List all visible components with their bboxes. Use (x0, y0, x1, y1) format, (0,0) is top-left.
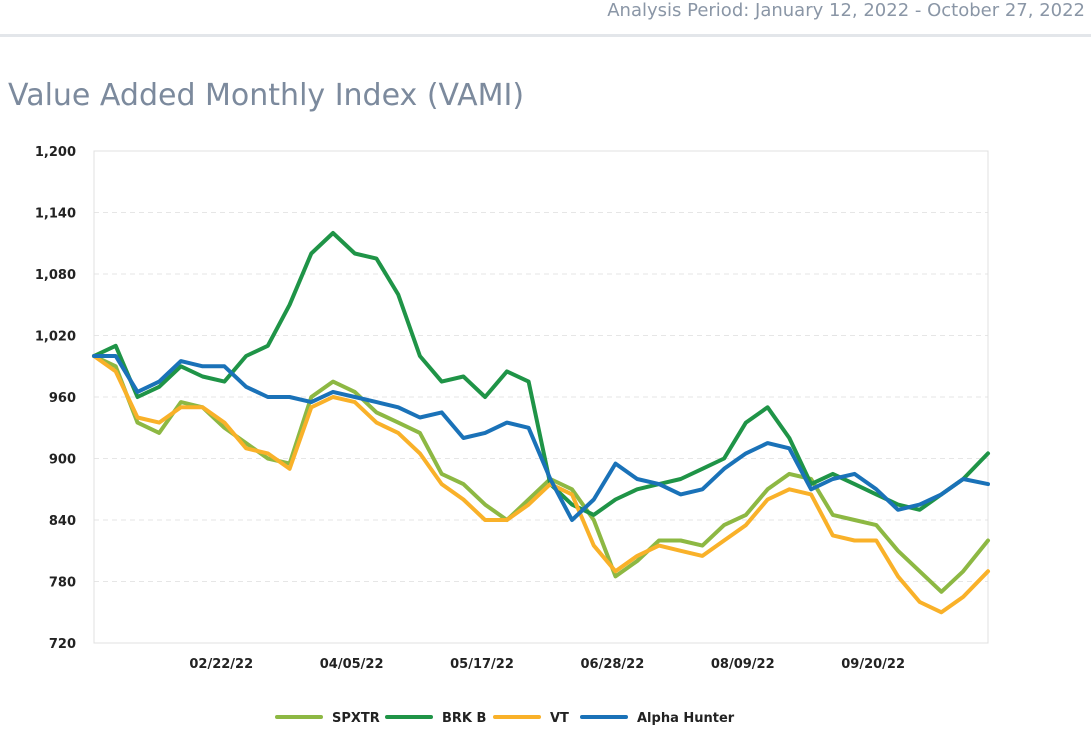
series-line-spxtr[interactable] (92, 354, 990, 594)
y-tick-label: 1,200 (35, 145, 76, 160)
grid-lines (93, 150, 989, 644)
x-tick-label: 08/09/22 (711, 657, 775, 672)
legend-item-spxtr[interactable]: SPXTR (275, 711, 380, 726)
x-tick-label: 04/05/22 (320, 657, 384, 672)
y-tick-label: 840 (49, 514, 76, 529)
y-tick-label: 780 (49, 576, 76, 591)
plot-area (93, 150, 989, 644)
y-tick-label: 1,140 (35, 207, 76, 222)
x-axis-ticks: 02/22/22 04/05/22 05/17/22 06/28/22 08/09/22… (189, 657, 905, 672)
y-tick-label: 1,080 (35, 268, 76, 283)
legend-item-brk-b[interactable]: BRK B (385, 711, 486, 726)
vami-line-chart: 720 780 840 900 960 1,020 1,080 1,140 1,200 02/2… (35, 145, 990, 726)
legend-label: SPXTR (332, 711, 380, 726)
series-lines (92, 231, 990, 615)
x-tick-label: 09/20/22 (841, 657, 905, 672)
y-tick-label: 900 (49, 453, 76, 468)
y-tick-label: 1,020 (35, 330, 76, 345)
y-tick-label: 960 (49, 391, 76, 406)
series-line-brk-b[interactable] (92, 231, 990, 517)
legend: SPXTR BRK B VT Alpha Hunter (275, 711, 735, 726)
header-divider (0, 34, 1091, 37)
legend-label: VT (550, 711, 569, 726)
x-tick-label: 06/28/22 (581, 657, 645, 672)
legend-label: BRK B (442, 711, 486, 726)
x-tick-label: 05/17/22 (450, 657, 514, 672)
series-line-alpha-hunter[interactable] (92, 354, 990, 522)
legend-item-alpha-hunter[interactable]: Alpha Hunter (580, 711, 735, 726)
legend-label: Alpha Hunter (637, 711, 735, 726)
y-tick-label: 720 (49, 637, 76, 652)
series-line-vt[interactable] (92, 354, 990, 615)
legend-item-vt[interactable]: VT (493, 711, 569, 726)
analysis-period: Analysis Period: January 12, 2022 - Octo… (607, 0, 1085, 21)
y-axis-ticks: 720 780 840 900 960 1,020 1,080 1,140 1,200 (35, 145, 76, 652)
chart-title: Value Added Monthly Index (VAMI) (8, 78, 525, 113)
x-tick-label: 02/22/22 (189, 657, 253, 672)
